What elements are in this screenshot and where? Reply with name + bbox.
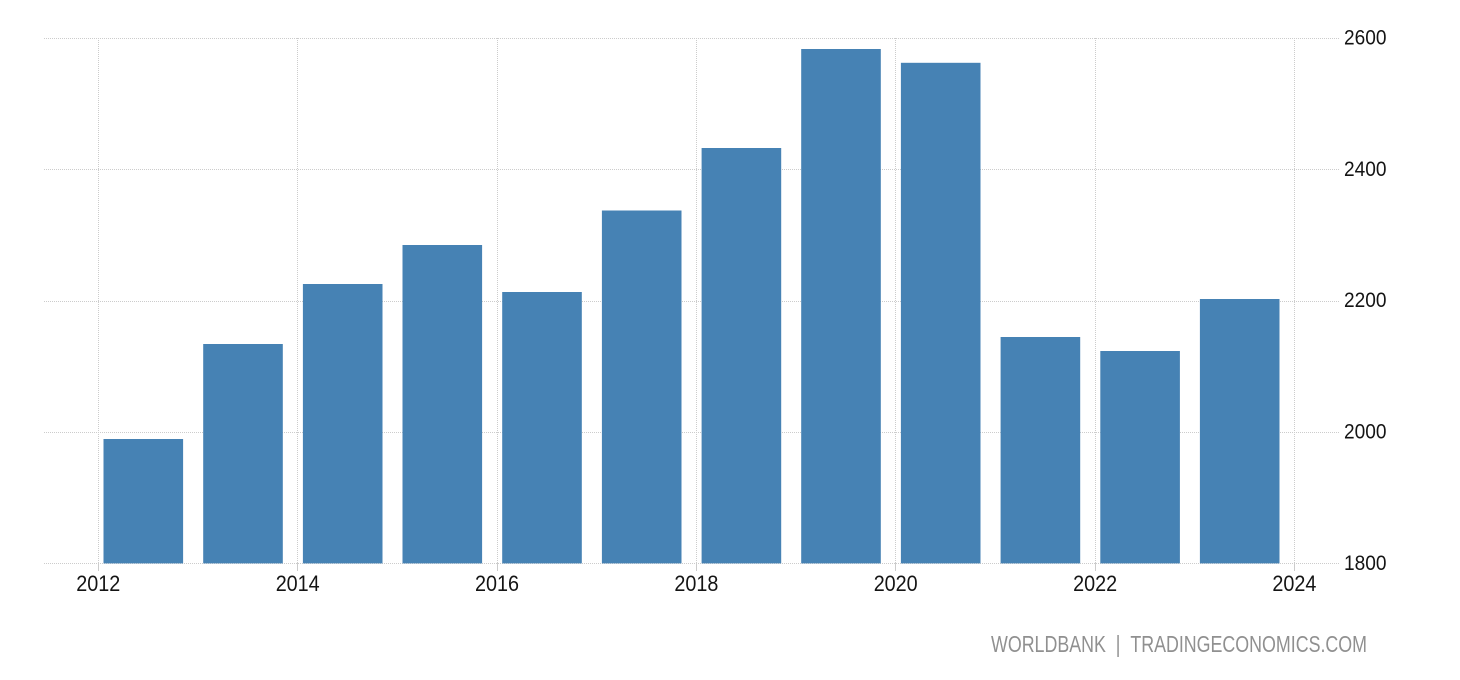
svg-text:2024: 2024 [1272,571,1316,596]
svg-text:2400: 2400 [1344,157,1387,181]
svg-text:2012: 2012 [76,571,120,596]
svg-text:WORLDBANK | TRADINGECONOMICS: WORLDBANK | TRADINGECONOMICS.COM [991,631,1367,657]
svg-text:2600: 2600 [1344,26,1387,50]
svg-text:1800: 1800 [1344,551,1387,575]
svg-text:2000: 2000 [1344,420,1387,444]
svg-text:2014: 2014 [276,571,320,596]
svg-text:2022: 2022 [1073,571,1117,596]
svg-text:2200: 2200 [1344,288,1387,312]
svg-text:2016: 2016 [475,571,519,596]
svg-text:2020: 2020 [874,571,918,596]
svg-text:2018: 2018 [674,571,718,596]
